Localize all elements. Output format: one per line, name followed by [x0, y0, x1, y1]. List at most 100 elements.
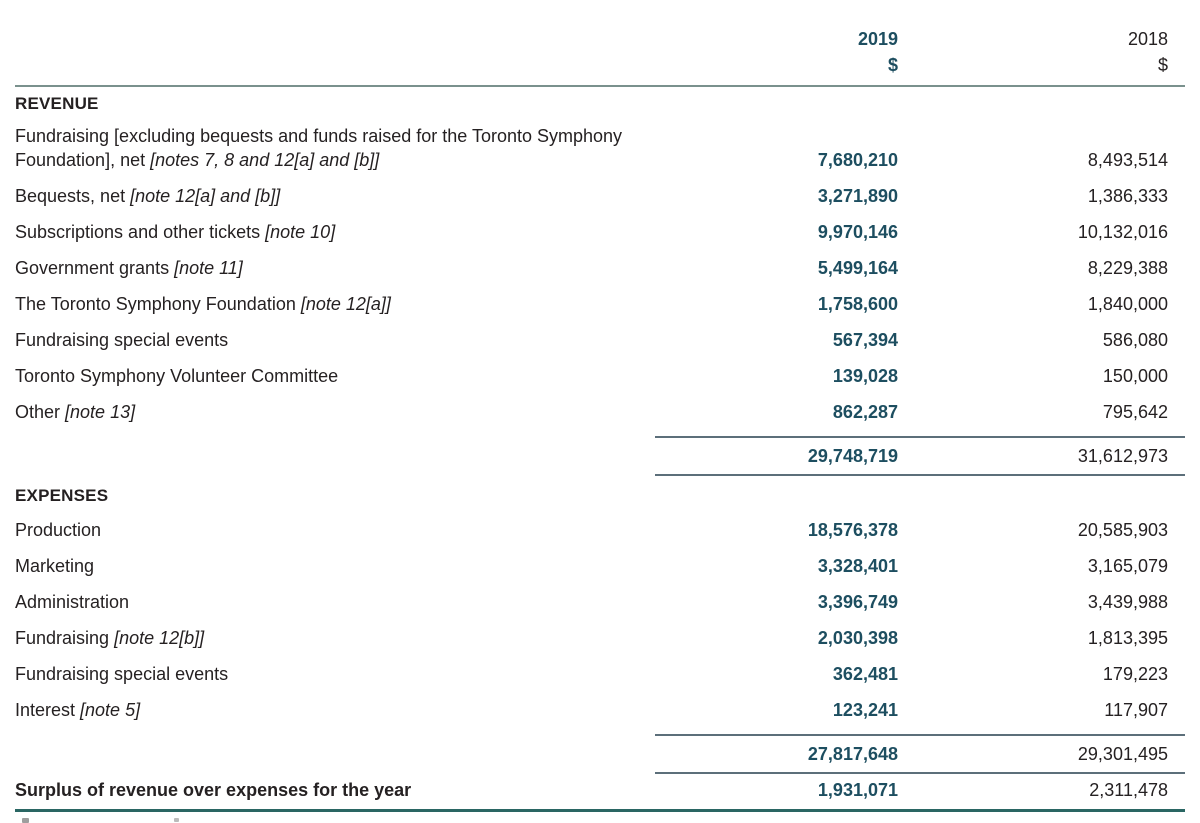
table-row-bequests: Bequests, net [note 12[a] and [b]] 3,271…	[15, 184, 1185, 208]
value-2018: 586,080	[1102, 330, 1168, 350]
label-text: The Toronto Symphony Foundation	[15, 294, 301, 314]
value-2018: 8,493,514	[1087, 150, 1168, 170]
note-reference: [notes 7, 8 and 12[a] and [b]]	[150, 150, 380, 170]
value-2019: 3,396,749	[817, 592, 898, 612]
row-label: Production	[15, 518, 655, 542]
table-row-fundraising-special-events-expense: Fundraising special events 362,481 179,2…	[15, 662, 1185, 686]
label-text: Bequests, net	[15, 186, 131, 206]
note-reference: [note 12[b]]	[114, 628, 205, 648]
expenses-total-2018: 29,301,495	[1077, 744, 1168, 764]
value-2019: 3,328,401	[817, 556, 898, 576]
value-2019: 9,970,146	[817, 222, 898, 242]
label-text: Production	[15, 520, 102, 540]
value-2019: 567,394	[832, 330, 898, 350]
value-2019: 139,028	[832, 366, 898, 386]
row-label: Fundraising [excluding bequests and fund…	[15, 124, 655, 172]
table-row-subscriptions: Subscriptions and other tickets [note 10…	[15, 220, 1185, 244]
note-reference: [note 12[a] and [b]]	[130, 186, 281, 206]
value-2019: 3,271,890	[817, 186, 898, 206]
surplus-row: Surplus of revenue over expenses for the…	[15, 778, 1185, 802]
note-reference: [note 13]	[65, 402, 136, 422]
year-current-label: 2019	[857, 29, 898, 49]
label-text: Fundraising special events	[15, 330, 229, 350]
row-label: Administration	[15, 590, 655, 614]
column-header-2018: 2018 $	[898, 26, 1168, 78]
table-row-fundraising-expense: Fundraising [note 12[b]] 2,030,398 1,813…	[15, 626, 1185, 650]
table-row-fundraising: Fundraising [excluding bequests and fund…	[15, 124, 1185, 172]
clipped-text-fragment	[174, 818, 179, 822]
value-2018: 20,585,903	[1077, 520, 1168, 540]
row-label: Marketing	[15, 554, 655, 578]
table-row-other: Other [note 13] 862,287 795,642	[15, 400, 1185, 424]
table-row-fundraising-special-events: Fundraising special events 567,394 586,0…	[15, 328, 1185, 352]
table-row-government-grants: Government grants [note 11] 5,499,164 8,…	[15, 256, 1185, 280]
row-label: Bequests, net [note 12[a] and [b]]	[15, 184, 655, 208]
value-2018: 117,907	[1104, 700, 1168, 720]
expenses-total-row: 27,817,648 29,301,495	[655, 734, 1185, 774]
revenue-total-2018: 31,612,973	[1077, 446, 1168, 466]
value-2018: 8,229,388	[1087, 258, 1168, 278]
table-row-tso-foundation: The Toronto Symphony Foundation [note 12…	[15, 292, 1185, 316]
table-row-administration: Administration 3,396,749 3,439,988	[15, 590, 1185, 614]
column-header-2019: 2019 $	[655, 26, 898, 78]
label-text: Government grants	[15, 258, 175, 278]
row-label: Toronto Symphony Volunteer Committee	[15, 364, 655, 388]
value-2019: 862,287	[832, 402, 898, 422]
currency-symbol-current: $	[887, 55, 898, 75]
value-2019: 7,680,210	[817, 150, 898, 170]
value-2019: 5,499,164	[817, 258, 898, 278]
note-reference: [note 5]	[80, 700, 141, 720]
table-row-production: Production 18,576,378 20,585,903	[15, 518, 1185, 542]
label-text: Toronto Symphony Volunteer Committee	[15, 366, 339, 386]
surplus-2019: 1,931,071	[817, 780, 898, 800]
row-label: Fundraising special events	[15, 662, 655, 686]
label-text: Fundraising	[15, 628, 115, 648]
row-label: The Toronto Symphony Foundation [note 12…	[15, 292, 655, 316]
row-label: Interest [note 5]	[15, 698, 655, 722]
table-row-interest: Interest [note 5] 123,241 117,907	[15, 698, 1185, 722]
surplus-label: Surplus of revenue over expenses for the…	[15, 780, 412, 800]
value-2018: 1,840,000	[1087, 294, 1168, 314]
row-label: Other [note 13]	[15, 400, 655, 424]
row-label: Fundraising special events	[15, 328, 655, 352]
note-reference: [note 11]	[174, 258, 243, 278]
label-text: Other	[15, 402, 66, 422]
value-2019: 1,758,600	[817, 294, 898, 314]
year-prior-label: 2018	[1127, 29, 1168, 49]
table-row-marketing: Marketing 3,328,401 3,165,079	[15, 554, 1185, 578]
label-text: Fundraising [excluding bequests and fund…	[15, 126, 623, 170]
value-2018: 150,000	[1102, 366, 1168, 386]
label-text: Interest	[15, 700, 81, 720]
row-label: Subscriptions and other tickets [note 10…	[15, 220, 655, 244]
note-reference: [note 10]	[265, 222, 336, 242]
column-headers: 2019 $ 2018 $	[15, 26, 1185, 87]
section-heading-expenses: EXPENSES	[15, 486, 109, 505]
value-2018: 1,386,333	[1087, 186, 1168, 206]
row-label: Government grants [note 11]	[15, 256, 655, 280]
section-heading-revenue: REVENUE	[15, 94, 99, 113]
header-spacer	[15, 26, 655, 78]
label-text: Marketing	[15, 556, 95, 576]
note-reference: [note 12[a]]	[300, 294, 391, 314]
value-2018: 10,132,016	[1077, 222, 1168, 242]
value-2018: 3,165,079	[1087, 556, 1168, 576]
value-2019: 362,481	[832, 664, 898, 684]
value-2018: 3,439,988	[1087, 592, 1168, 612]
clipped-text-fragment	[22, 818, 29, 823]
value-2019: 2,030,398	[817, 628, 898, 648]
label-text: Administration	[15, 592, 130, 612]
value-2018: 179,223	[1102, 664, 1168, 684]
table-row-volunteer-committee: Toronto Symphony Volunteer Committee 139…	[15, 364, 1185, 388]
expenses-total-2019: 27,817,648	[807, 744, 898, 764]
value-2019: 18,576,378	[807, 520, 898, 540]
value-2018: 1,813,395	[1087, 628, 1168, 648]
revenue-total-2019: 29,748,719	[807, 446, 898, 466]
revenue-total-row: 29,748,719 31,612,973	[655, 436, 1185, 476]
label-text: Subscriptions and other tickets	[15, 222, 266, 242]
value-2018: 795,642	[1102, 402, 1168, 422]
bottom-rule	[15, 809, 1185, 812]
currency-symbol-prior: $	[1157, 55, 1168, 75]
row-label: Fundraising [note 12[b]]	[15, 626, 655, 650]
label-text: Fundraising special events	[15, 664, 229, 684]
